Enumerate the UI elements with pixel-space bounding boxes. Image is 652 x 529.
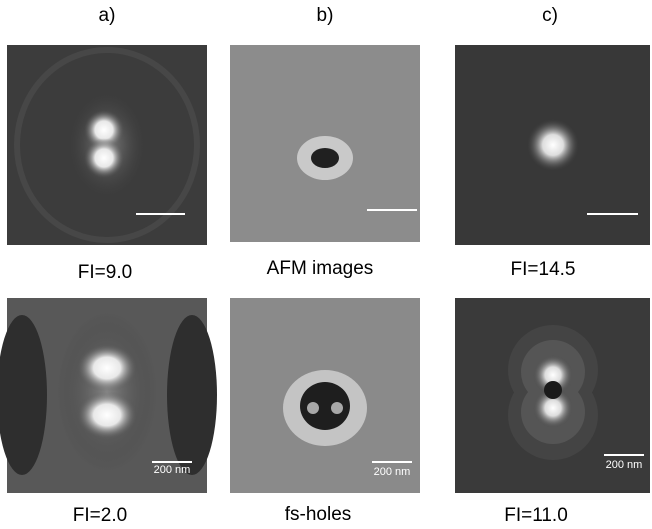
figure: a) b) c) FI=9.0 AFM images FI=14.5 200 n… — [0, 0, 652, 529]
page: {"columns": [{"header": "a)"}, {"header"… — [0, 0, 652, 529]
caption: AFM images — [267, 258, 374, 279]
column-header: b) — [317, 5, 334, 26]
caption: FI=14.5 — [511, 259, 576, 280]
caption: FI=11.0 — [504, 505, 568, 526]
caption: FI=9.0 — [78, 262, 132, 283]
image-panel — [455, 45, 650, 245]
scale-label: 200 nm — [154, 464, 191, 476]
image-panel — [230, 45, 420, 242]
column-header: c) — [542, 5, 558, 26]
caption: fs-holes — [285, 504, 352, 525]
image-panel — [7, 45, 207, 245]
scale-label: 200 nm — [606, 459, 643, 471]
caption: FI=2.0 — [73, 505, 127, 526]
image-panel: 200 nm — [0, 298, 217, 493]
scale-label: 200 nm — [374, 466, 411, 478]
column-header: a) — [99, 5, 116, 26]
image-panel: 200 nm — [230, 298, 420, 493]
image-panel: 200 nm — [455, 298, 650, 493]
